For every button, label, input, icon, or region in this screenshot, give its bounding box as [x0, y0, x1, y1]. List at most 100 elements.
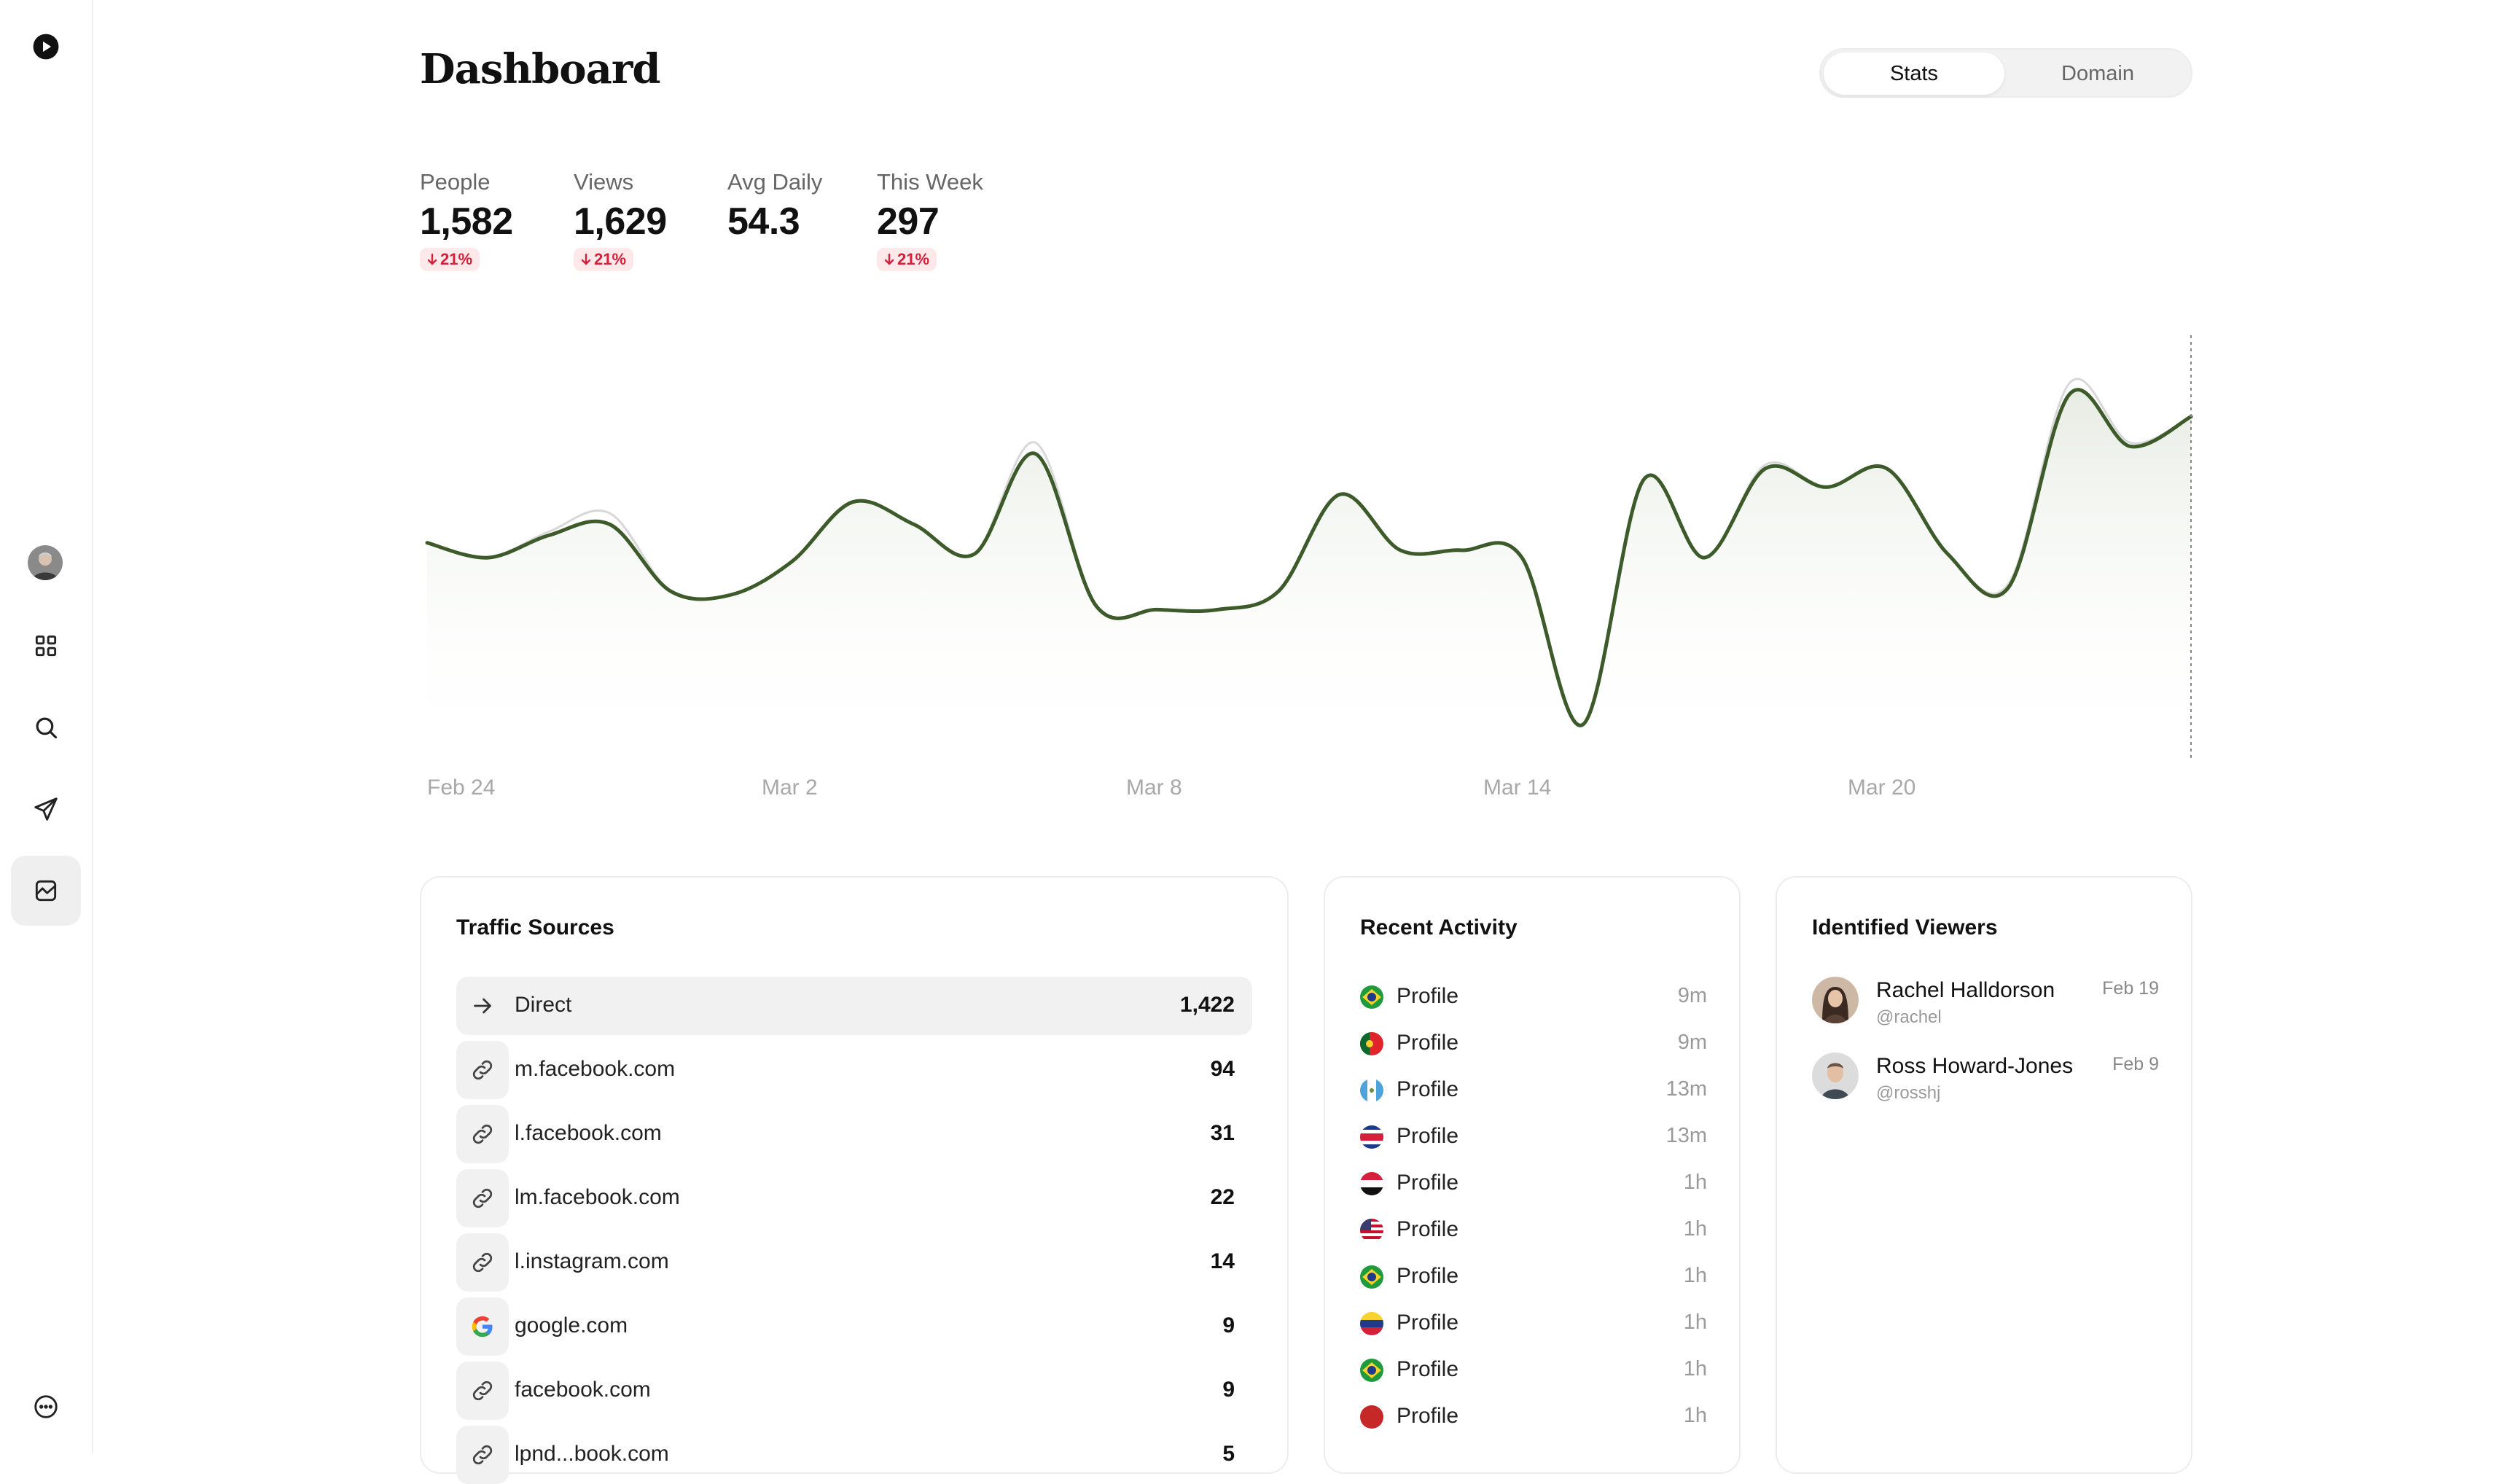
traffic-source-bar — [456, 1105, 509, 1163]
activity-label: Profile — [1397, 1311, 1459, 1335]
card-title: Traffic Sources — [456, 915, 614, 940]
activity-time: 13m — [1665, 1077, 1707, 1101]
more-options-button[interactable] — [11, 1372, 81, 1442]
nav-search-button[interactable] — [11, 692, 81, 762]
stat-this-week: This Week 297 21% — [877, 169, 983, 271]
link-icon — [469, 1378, 496, 1404]
chart-x-label: Mar 20 — [1848, 776, 1916, 800]
traffic-source-label: Direct — [515, 993, 572, 1017]
traffic-source-row[interactable]: lpnd...book.com 5 — [456, 1426, 1252, 1484]
traffic-source-count: 31 — [1210, 1121, 1235, 1145]
flag-usa-icon — [1360, 1219, 1383, 1242]
activity-time: 1h — [1683, 1311, 1707, 1334]
arrow-right-icon — [469, 993, 496, 1019]
flag-costa-rica-icon — [1360, 1125, 1383, 1149]
traffic-source-bar — [456, 1041, 509, 1099]
activity-time: 9m — [1677, 984, 1707, 1007]
activity-label: Profile — [1397, 984, 1459, 1008]
chart-x-label: Feb 24 — [427, 776, 496, 800]
traffic-source-count: 5 — [1222, 1442, 1235, 1466]
traffic-source-count: 22 — [1210, 1185, 1235, 1209]
traffic-source-label: l.instagram.com — [515, 1249, 669, 1273]
flag-egypt-icon — [1360, 1172, 1383, 1195]
traffic-source-row[interactable]: l.instagram.com 14 — [456, 1233, 1252, 1292]
tab-domain[interactable]: Domain — [2061, 61, 2134, 85]
activity-time: 1h — [1683, 1171, 1707, 1194]
stat-avg-daily: Avg Daily 54.3 — [727, 169, 822, 243]
viewer-date: Feb 9 — [2112, 1054, 2159, 1074]
activity-row[interactable]: Profile 13m — [1360, 1073, 1707, 1106]
nav-send-button[interactable] — [11, 774, 81, 844]
activity-row[interactable]: Profile 9m — [1360, 1026, 1707, 1060]
traffic-source-label: lm.facebook.com — [515, 1185, 680, 1209]
viewer-row[interactable]: Ross Howard-Jones @rosshj Feb 9 — [1812, 1053, 2159, 1111]
stat-label: Avg Daily — [727, 169, 823, 195]
chart-x-label: Mar 2 — [762, 776, 818, 800]
activity-label: Profile — [1397, 1404, 1459, 1428]
activity-label: Profile — [1397, 1031, 1459, 1055]
viewer-avatar — [1812, 977, 1859, 1023]
traffic-source-bar — [456, 1233, 509, 1292]
tab-stats[interactable]: Stats — [1824, 52, 2004, 95]
activity-label: Profile — [1397, 1124, 1459, 1148]
user-avatar[interactable] — [28, 545, 63, 580]
traffic-source-bar — [456, 977, 1252, 1035]
flag-red-icon — [1360, 1405, 1383, 1429]
activity-row[interactable]: Profile 1h — [1360, 1399, 1707, 1433]
traffic-source-row[interactable]: Direct 1,422 — [456, 977, 1252, 1035]
activity-label: Profile — [1397, 1217, 1459, 1241]
traffic-source-row[interactable]: facebook.com 9 — [456, 1362, 1252, 1420]
nav-grid-button[interactable] — [11, 611, 81, 681]
link-icon — [469, 1249, 496, 1276]
traffic-source-count: 9 — [1222, 1378, 1235, 1402]
flag-brazil-icon — [1360, 1265, 1383, 1289]
traffic-source-row[interactable]: l.facebook.com 31 — [456, 1105, 1252, 1163]
activity-row[interactable]: Profile 1h — [1360, 1213, 1707, 1246]
stat-label: Views — [574, 169, 634, 195]
traffic-source-bar — [456, 1169, 509, 1227]
traffic-source-row[interactable]: lm.facebook.com 22 — [456, 1169, 1252, 1227]
google-icon — [469, 1313, 496, 1340]
views-line-chart[interactable] — [420, 321, 2195, 809]
chart-area-fill — [427, 389, 2191, 758]
viewer-avatar — [1812, 1053, 1859, 1099]
stat-label: This Week — [877, 169, 983, 195]
activity-row[interactable]: Profile 1h — [1360, 1306, 1707, 1340]
traffic-source-label: lpnd...book.com — [515, 1442, 669, 1466]
stat-value: 1,582 — [420, 200, 513, 243]
traffic-source-count: 14 — [1210, 1249, 1235, 1273]
stat-value: 1,629 — [574, 200, 667, 243]
activity-label: Profile — [1397, 1357, 1459, 1381]
activity-row[interactable]: Profile 1h — [1360, 1353, 1707, 1386]
traffic-source-bar — [456, 1362, 509, 1420]
arrow-down-icon — [884, 254, 894, 265]
analytics-icon — [35, 880, 57, 902]
traffic-source-row[interactable]: google.com 9 — [456, 1297, 1252, 1356]
activity-row[interactable]: Profile 1h — [1360, 1166, 1707, 1200]
activity-row[interactable]: Profile 9m — [1360, 980, 1707, 1013]
activity-row[interactable]: Profile 13m — [1360, 1120, 1707, 1153]
activity-label: Profile — [1397, 1264, 1459, 1288]
flag-guatemala-icon — [1360, 1079, 1383, 1102]
activity-time: 1h — [1683, 1264, 1707, 1287]
stat-delta-badge: 21% — [574, 248, 634, 271]
stat-value: 297 — [877, 200, 940, 243]
viewer-row[interactable]: Rachel Halldorson @rachel Feb 19 — [1812, 977, 2159, 1035]
search-icon — [36, 717, 58, 739]
card-title: Identified Viewers — [1812, 915, 1998, 940]
link-icon — [469, 1057, 496, 1083]
activity-time: 9m — [1677, 1031, 1707, 1054]
activity-time: 1h — [1683, 1357, 1707, 1380]
play-logo-icon — [33, 34, 59, 60]
viewer-handle: @rachel — [1876, 1007, 1942, 1027]
nav-analytics-button[interactable] — [11, 856, 81, 926]
logo-play-button[interactable] — [11, 12, 81, 82]
flag-portugal-icon — [1360, 1032, 1383, 1055]
stat-value: 54.3 — [727, 200, 800, 243]
viewer-name: Ross Howard-Jones — [1876, 1054, 2074, 1078]
chart-x-label: Mar 14 — [1483, 776, 1552, 800]
traffic-source-row[interactable]: m.facebook.com 94 — [456, 1041, 1252, 1099]
activity-row[interactable]: Profile 1h — [1360, 1260, 1707, 1293]
more-icon — [34, 1395, 58, 1418]
viewer-handle: @rosshj — [1876, 1083, 1941, 1103]
